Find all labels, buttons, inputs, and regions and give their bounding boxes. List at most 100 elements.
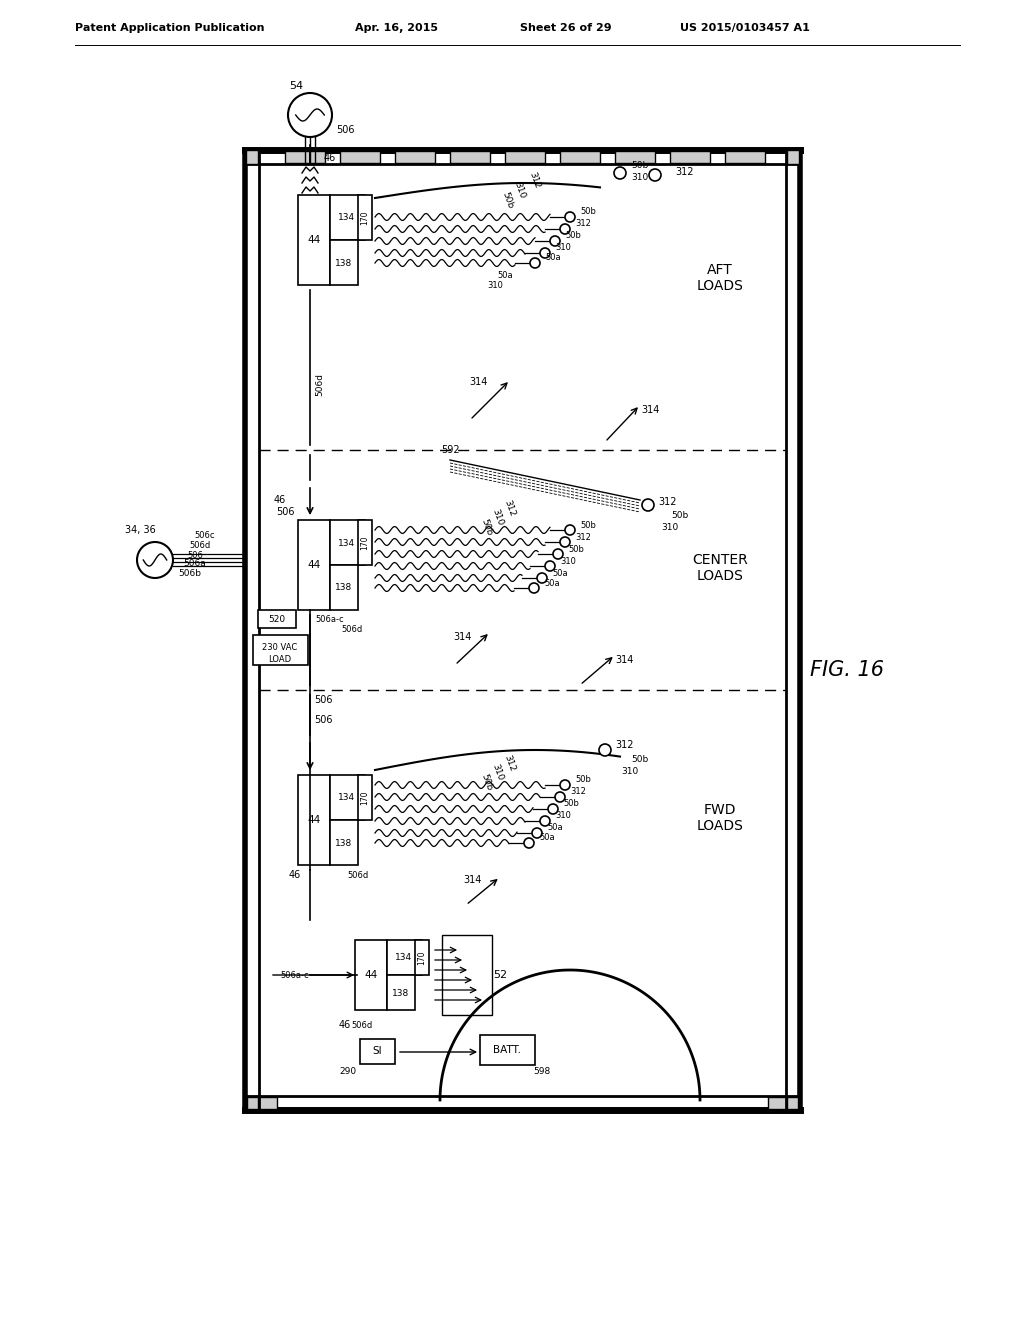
Bar <box>395 150 435 162</box>
Text: 50b: 50b <box>568 544 584 553</box>
Text: 138: 138 <box>392 989 410 998</box>
Text: 50b: 50b <box>672 511 688 520</box>
Text: FWD: FWD <box>703 803 736 817</box>
Circle shape <box>288 92 332 137</box>
Bar <box>340 150 380 162</box>
Text: LOAD: LOAD <box>268 655 292 664</box>
Text: 310: 310 <box>490 763 505 781</box>
Circle shape <box>560 224 570 234</box>
Circle shape <box>545 561 555 572</box>
Text: 50a: 50a <box>552 569 568 578</box>
Bar <box>387 975 415 1010</box>
Text: 506: 506 <box>313 696 332 705</box>
Bar <box>285 150 325 162</box>
Text: Sheet 26 of 29: Sheet 26 of 29 <box>520 22 611 33</box>
Bar <box>355 940 387 1010</box>
Circle shape <box>530 257 540 268</box>
Text: 310: 310 <box>662 523 679 532</box>
Bar <box>787 150 799 164</box>
Text: 50b: 50b <box>565 231 581 239</box>
Text: AFT: AFT <box>708 263 733 277</box>
Text: 310: 310 <box>555 243 571 252</box>
Text: 138: 138 <box>336 259 352 268</box>
Circle shape <box>565 525 575 535</box>
Text: 520: 520 <box>268 615 286 623</box>
Text: LOADS: LOADS <box>696 818 743 833</box>
Bar <box>725 150 765 162</box>
Text: 52: 52 <box>493 970 507 979</box>
Bar <box>615 150 655 162</box>
Circle shape <box>560 537 570 546</box>
Text: 134: 134 <box>339 793 355 803</box>
Text: 134: 134 <box>395 953 413 962</box>
Circle shape <box>529 583 539 593</box>
Text: 314: 314 <box>453 632 471 642</box>
Text: LOADS: LOADS <box>696 569 743 583</box>
Bar <box>768 1097 798 1109</box>
Text: 506a: 506a <box>183 560 207 569</box>
Circle shape <box>565 213 575 222</box>
Text: 312: 312 <box>615 741 634 750</box>
Circle shape <box>550 236 560 246</box>
Text: 312: 312 <box>503 754 517 772</box>
Text: 310: 310 <box>632 173 648 182</box>
Bar <box>360 1039 395 1064</box>
Circle shape <box>649 169 662 181</box>
Text: 138: 138 <box>336 583 352 593</box>
Bar <box>415 940 429 975</box>
Text: 312: 312 <box>676 168 694 177</box>
Text: 310: 310 <box>560 557 575 565</box>
Circle shape <box>524 838 534 847</box>
Text: 138: 138 <box>336 838 352 847</box>
Bar <box>725 150 765 162</box>
Circle shape <box>560 780 570 789</box>
Text: 314: 314 <box>463 875 481 884</box>
Text: 314: 314 <box>615 655 634 665</box>
Text: LOADS: LOADS <box>696 279 743 293</box>
Text: 50b: 50b <box>632 755 648 764</box>
Circle shape <box>532 828 542 838</box>
Bar <box>670 150 710 162</box>
Bar <box>253 635 308 665</box>
Text: 506b: 506b <box>178 569 202 578</box>
Text: 506a-c: 506a-c <box>315 615 344 624</box>
Bar <box>330 520 365 565</box>
Text: Patent Application Publication: Patent Application Publication <box>75 22 264 33</box>
Text: 314: 314 <box>641 405 659 414</box>
Text: CENTER: CENTER <box>692 553 748 568</box>
Text: 592: 592 <box>440 445 460 455</box>
Text: 310: 310 <box>487 281 503 289</box>
Text: 50a: 50a <box>547 824 563 833</box>
Bar <box>247 1097 278 1109</box>
Text: 310: 310 <box>490 507 505 527</box>
Text: 50a: 50a <box>498 271 513 280</box>
Text: 312: 312 <box>575 532 591 541</box>
Text: US 2015/0103457 A1: US 2015/0103457 A1 <box>680 22 810 33</box>
Circle shape <box>137 543 173 578</box>
Bar <box>258 610 296 628</box>
Bar <box>330 775 365 820</box>
Text: 314: 314 <box>469 378 487 387</box>
Text: 50a: 50a <box>544 578 560 587</box>
Circle shape <box>614 168 626 180</box>
Bar <box>787 150 799 164</box>
Bar <box>787 1096 799 1110</box>
Text: 46: 46 <box>324 153 336 162</box>
Text: 50b: 50b <box>563 800 579 808</box>
Text: 46: 46 <box>289 870 301 880</box>
Text: 312: 312 <box>527 170 542 190</box>
Text: 170: 170 <box>360 211 370 226</box>
Text: 134: 134 <box>339 539 355 548</box>
Bar <box>358 195 372 240</box>
Text: 506c: 506c <box>195 531 215 540</box>
Text: 50b: 50b <box>580 206 596 215</box>
Text: 506: 506 <box>313 715 332 725</box>
Text: 230 VAC: 230 VAC <box>262 643 298 652</box>
Text: 50b: 50b <box>501 190 515 210</box>
Bar <box>358 775 372 820</box>
Text: 598: 598 <box>534 1068 551 1077</box>
Circle shape <box>540 248 550 257</box>
Circle shape <box>553 549 563 558</box>
Circle shape <box>599 744 611 756</box>
Bar <box>330 565 358 610</box>
